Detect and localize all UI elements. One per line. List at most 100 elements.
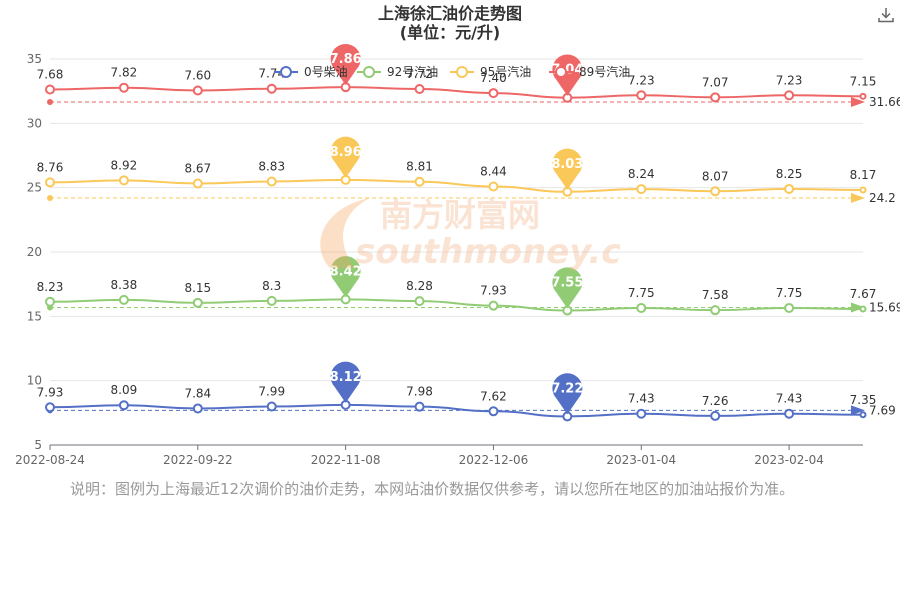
average-arrow <box>851 405 865 416</box>
x-tick-label: 2022-08-24 <box>15 453 85 467</box>
data-point[interactable] <box>192 85 203 96</box>
data-label: 8.15 <box>184 281 211 295</box>
data-point[interactable] <box>45 177 55 188</box>
pin-label: 8.12 <box>330 370 362 385</box>
data-point[interactable] <box>784 90 795 101</box>
average-lines: 7.69 15.69 24.2 31.66 <box>47 95 900 417</box>
data-label: 8.67 <box>184 162 211 176</box>
data-point[interactable] <box>45 84 55 95</box>
max-pin[interactable]: 8.96 <box>330 136 362 178</box>
data-label: 7.99 <box>258 385 285 399</box>
data-label: 8.07 <box>702 169 729 183</box>
legend-label: 0号柴油 <box>304 65 348 79</box>
pin-shape <box>552 54 583 96</box>
data-point[interactable] <box>118 294 129 305</box>
min-pin[interactable]: 7.22 <box>551 373 583 415</box>
data-point[interactable] <box>784 183 795 194</box>
data-point[interactable] <box>118 175 129 186</box>
data-point[interactable] <box>192 403 203 414</box>
max-pin[interactable]: 8.12 <box>330 361 362 403</box>
data-point[interactable] <box>266 83 277 94</box>
min-pin[interactable]: 8.03 <box>551 148 583 190</box>
legend-item[interactable]: 92号汽油 <box>357 64 438 79</box>
series-line <box>49 298 864 312</box>
download-icon[interactable] <box>877 6 895 24</box>
min-pin[interactable]: 7.55 <box>551 267 583 309</box>
data-label: 8.76 <box>37 160 64 174</box>
grid-lines <box>50 58 863 446</box>
x-tick-label: 2022-11-08 <box>311 453 381 467</box>
y-tick-label: 5 <box>34 438 42 452</box>
data-point[interactable] <box>859 92 867 100</box>
y-tick-label: 25 <box>27 181 42 195</box>
disclaimer-note: 说明：图例为上海最近12次调价的油价走势，本网站油价数据仅供参考，请以您所在地区… <box>70 480 795 498</box>
data-point[interactable] <box>784 408 795 419</box>
series-2: 8.76 8.92 8.67 8.83 8.81 8.44 8.24 8.07 8.25 8.17 <box>37 158 877 197</box>
data-point[interactable] <box>636 302 647 313</box>
pin-label: 8.96 <box>330 145 362 160</box>
legend[interactable]: 0号柴油 92号汽油 95号汽油 89号汽油 <box>274 64 630 79</box>
data-point[interactable] <box>192 178 203 189</box>
chart-title: 上海徐汇油价走势图 <box>378 4 522 23</box>
max-pin[interactable]: 8.42 <box>330 256 362 298</box>
x-tick-label: 2023-01-04 <box>606 453 676 467</box>
data-point[interactable] <box>710 410 721 421</box>
average-arrow <box>851 192 865 203</box>
data-label: 7.72 <box>406 67 433 81</box>
data-point[interactable] <box>636 90 647 101</box>
average-label: 31.66 <box>869 95 900 109</box>
data-point[interactable] <box>45 402 55 413</box>
data-point[interactable] <box>488 300 499 311</box>
data-label: 8.17 <box>850 168 877 182</box>
data-label: 7.60 <box>184 69 211 83</box>
data-point[interactable] <box>414 83 425 94</box>
data-point[interactable] <box>488 88 499 99</box>
legend-item[interactable]: 95号汽油 <box>450 64 531 79</box>
average-arrow <box>851 96 865 107</box>
data-label: 7.74 <box>258 67 285 81</box>
average-label: 7.69 <box>869 403 896 417</box>
data-point[interactable] <box>859 305 867 313</box>
legend-marker <box>280 66 292 78</box>
max-min-markers: 8.127.228.427.558.968.037.867.04 <box>330 43 583 415</box>
y-axis: 5 10 15 20 25 30 35 <box>27 52 42 452</box>
data-point[interactable] <box>488 406 499 417</box>
series-3: 7.68 7.82 7.60 7.74 7.72 7.40 7.23 7.07 7.23 7.15 <box>37 66 876 103</box>
data-point[interactable] <box>45 296 55 307</box>
data-point[interactable] <box>859 186 867 194</box>
data-point[interactable] <box>266 176 277 187</box>
data-point[interactable] <box>414 176 425 187</box>
legend-item[interactable]: 89号汽油 <box>549 64 630 79</box>
pin-label: 7.22 <box>551 381 583 396</box>
data-label: 8.23 <box>37 280 64 294</box>
series-line <box>49 86 864 99</box>
data-point[interactable] <box>784 302 795 313</box>
data-point[interactable] <box>710 186 721 197</box>
data-point[interactable] <box>192 297 203 308</box>
data-point[interactable] <box>710 305 721 316</box>
data-point[interactable] <box>859 411 867 419</box>
x-tick-label: 2023-02-04 <box>754 453 824 467</box>
data-point[interactable] <box>266 295 277 306</box>
data-point[interactable] <box>710 92 721 103</box>
legend-item[interactable]: 0号柴油 <box>274 65 348 79</box>
series-0: 7.93 8.09 7.84 7.99 7.98 7.62 7.43 7.26 7.43 7.35 <box>37 383 876 422</box>
data-label: 8.28 <box>406 279 433 293</box>
y-tick-label: 20 <box>27 245 42 259</box>
data-point[interactable] <box>414 401 425 412</box>
data-label: 8.09 <box>111 383 138 397</box>
data-label: 8.38 <box>111 278 138 292</box>
data-point[interactable] <box>266 401 277 412</box>
data-label: 7.26 <box>702 394 729 408</box>
data-point[interactable] <box>118 400 129 411</box>
legend-label: 92号汽油 <box>387 64 438 79</box>
data-point[interactable] <box>636 408 647 419</box>
legend-marker <box>555 66 567 78</box>
data-point[interactable] <box>488 181 499 192</box>
pin-shape <box>330 361 361 403</box>
data-point[interactable] <box>636 184 647 195</box>
data-point[interactable] <box>414 296 425 307</box>
data-point[interactable] <box>118 82 129 93</box>
data-label: 7.75 <box>776 286 803 300</box>
max-pin[interactable]: 7.86 <box>330 43 362 86</box>
